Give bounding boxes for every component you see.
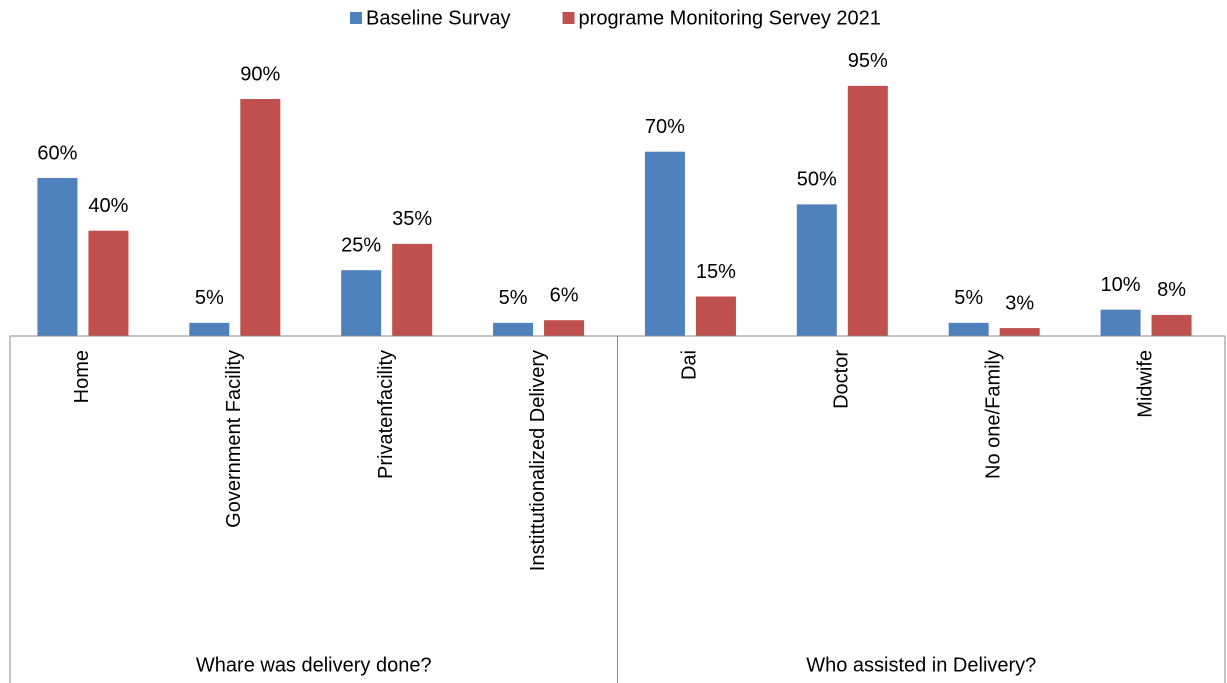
x-tick-label: Instittutionalized Delivery <box>527 350 549 571</box>
value-label: 5% <box>499 287 528 309</box>
x-tick-label: Government Facility <box>223 350 245 528</box>
value-label: 90% <box>240 63 280 85</box>
value-label: 35% <box>392 208 432 230</box>
bar <box>1151 314 1192 336</box>
value-label: 70% <box>645 116 685 138</box>
x-tick-label: Doctor <box>831 350 853 409</box>
legend-label: programe Monitoring Servey 2021 <box>579 7 881 29</box>
value-label: 8% <box>1157 279 1186 301</box>
x-tick-label: Home <box>71 350 93 403</box>
bar <box>847 85 888 337</box>
legend-label: Baseline Survay <box>366 7 511 29</box>
value-label: 25% <box>341 234 381 256</box>
x-tick-label: Dai <box>679 350 701 380</box>
bar <box>695 296 736 336</box>
bar <box>240 99 281 336</box>
bar <box>544 320 585 336</box>
bar <box>948 322 989 336</box>
x-tick-label: Privatenfacility <box>375 350 397 479</box>
bar <box>493 322 534 336</box>
legend-swatch <box>350 12 362 24</box>
bar <box>644 151 685 336</box>
bar <box>796 204 837 336</box>
value-label: 95% <box>848 50 888 72</box>
value-label: 15% <box>696 261 736 283</box>
bar <box>392 243 433 336</box>
value-label: 3% <box>1005 292 1034 314</box>
x-tick-label: Midwife <box>1134 350 1156 418</box>
value-label: 10% <box>1101 274 1141 296</box>
value-label: 5% <box>195 287 224 309</box>
bar <box>1100 309 1141 336</box>
bar <box>88 230 129 336</box>
value-label: 60% <box>37 142 77 164</box>
group-label: Who assisted in Delivery? <box>806 654 1036 676</box>
bar <box>341 270 382 336</box>
value-label: 5% <box>954 287 983 309</box>
value-label: 40% <box>88 195 128 217</box>
value-label: 50% <box>797 169 837 191</box>
x-tick-label: No one/Family <box>982 350 1004 479</box>
bar <box>189 322 230 336</box>
bar <box>37 178 78 336</box>
legend-swatch <box>562 12 575 24</box>
value-label: 6% <box>550 284 579 306</box>
group-label: Whare was delivery done? <box>196 654 432 676</box>
bar <box>999 328 1040 336</box>
